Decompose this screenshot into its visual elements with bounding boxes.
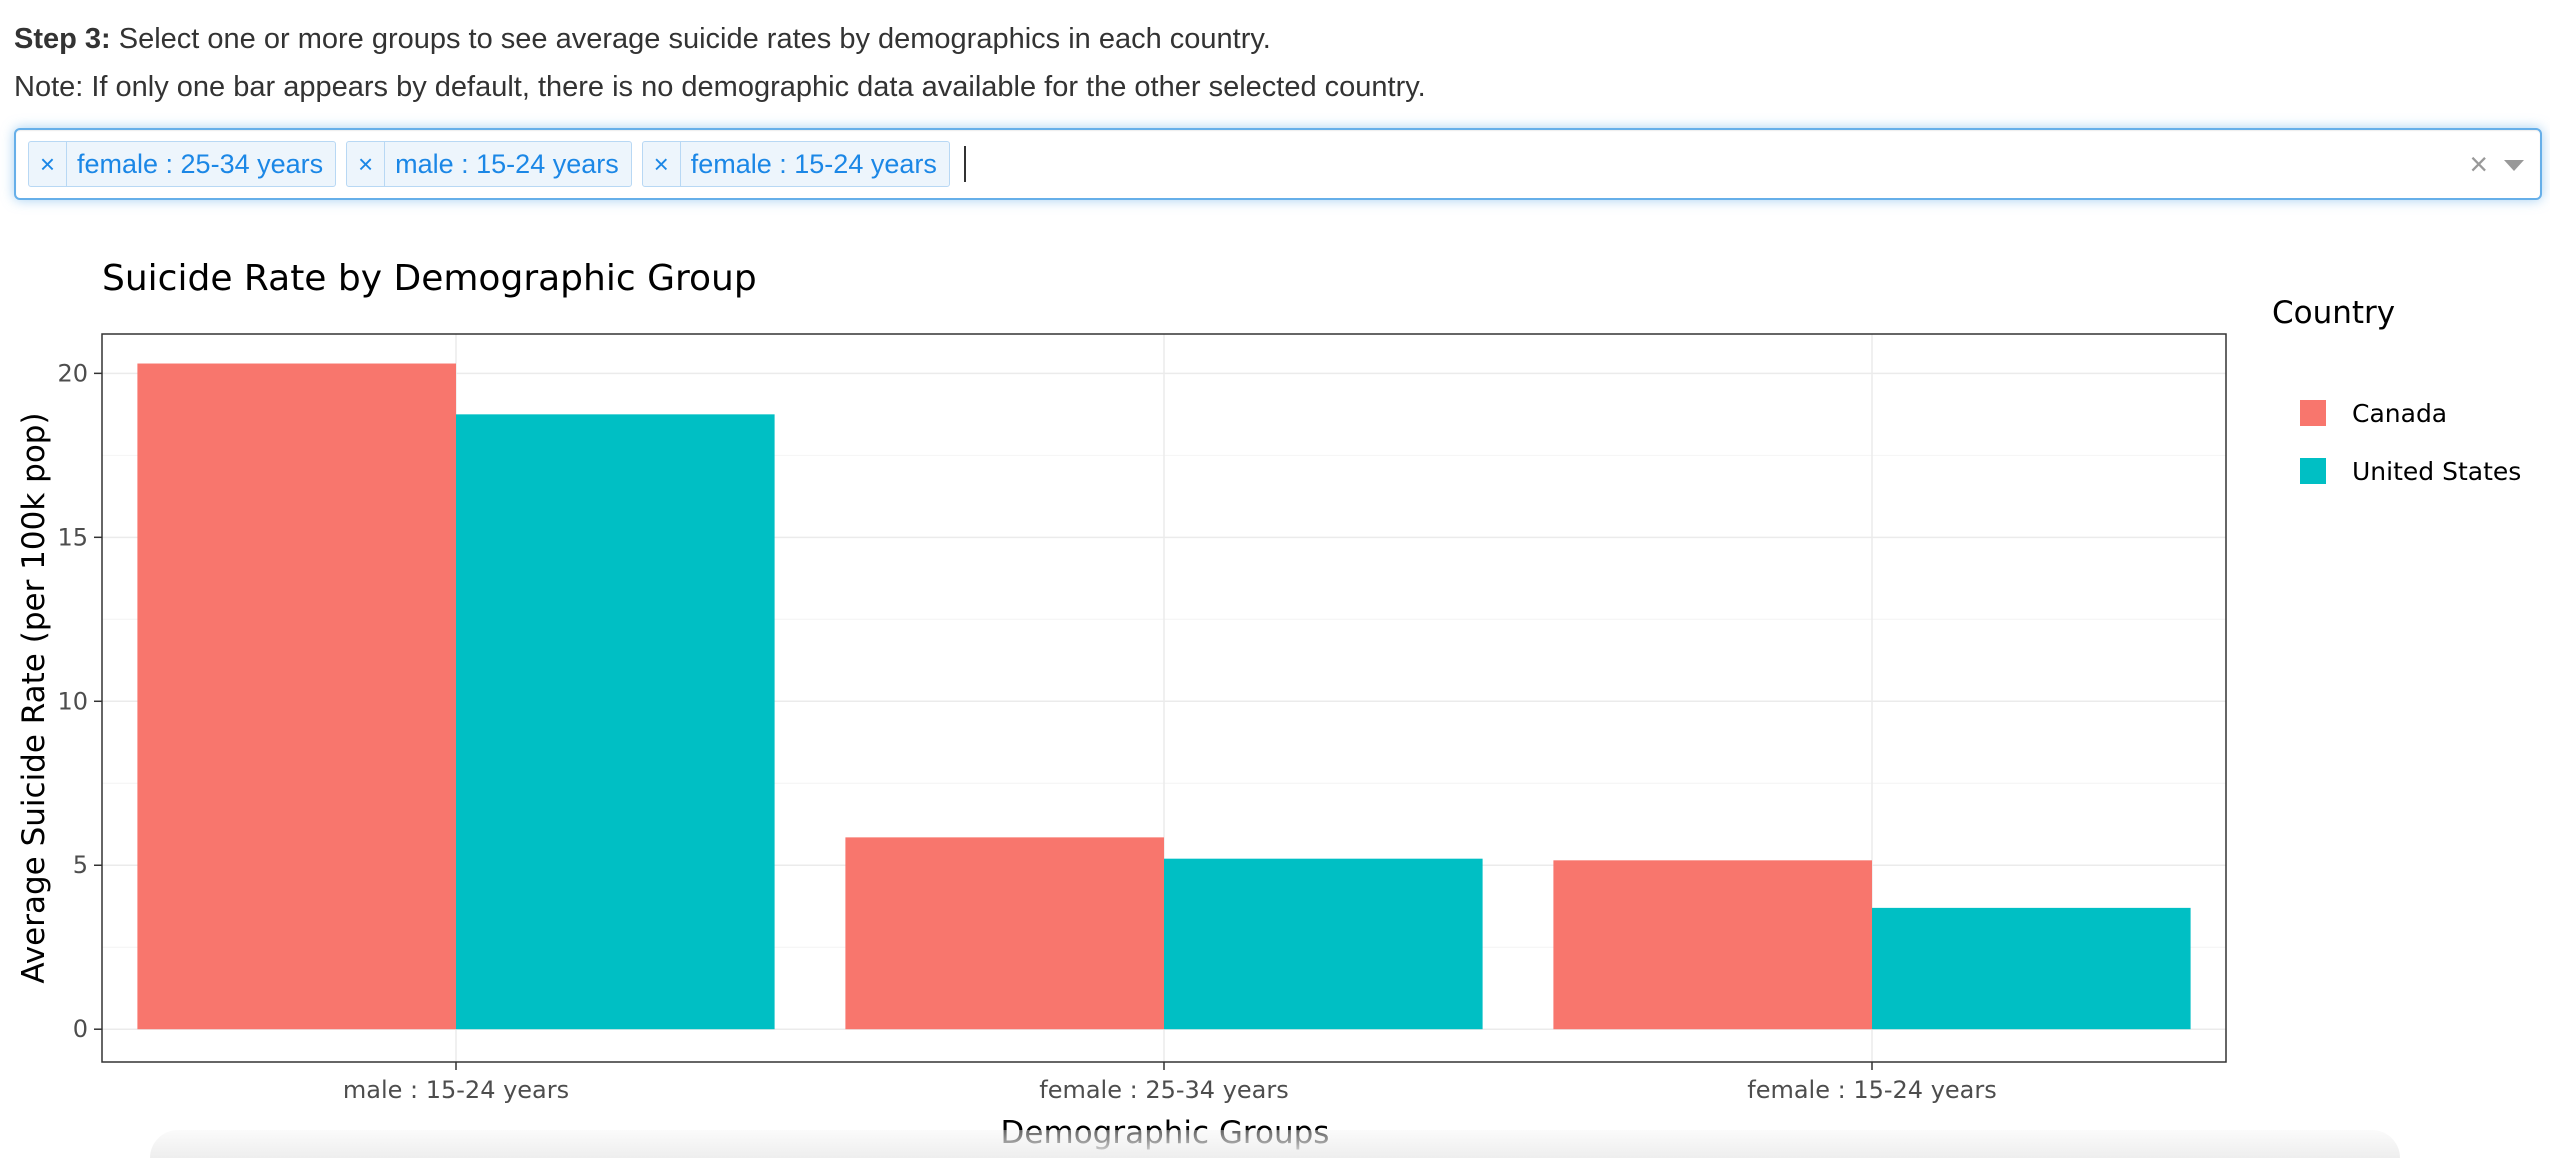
chevron-down-icon[interactable] xyxy=(2504,160,2524,171)
remove-tag-icon[interactable]: × xyxy=(643,142,681,186)
legend-title: Country xyxy=(2272,295,2395,331)
bar-canada xyxy=(845,837,1164,1030)
group-multiselect[interactable]: × female : 25-34 years × male : 15-24 ye… xyxy=(14,128,2542,200)
legend-label: United States xyxy=(2352,457,2521,486)
x-tick-label: female : 15-24 years xyxy=(1747,1076,1997,1104)
selected-tag[interactable]: × male : 15-24 years xyxy=(346,141,632,187)
clear-all-icon[interactable]: × xyxy=(2469,146,2488,182)
step-instruction: Step 3: Select one or more groups to see… xyxy=(14,20,1271,58)
bar-united-states xyxy=(456,414,775,1030)
legend-swatch xyxy=(2300,458,2326,484)
note-text: Note: If only one bar appears by default… xyxy=(14,71,1426,103)
y-axis-title: Average Suicide Rate (per 100k pop) xyxy=(16,412,52,983)
y-tick-label: 10 xyxy=(57,687,88,715)
selected-tag[interactable]: × female : 25-34 years xyxy=(28,141,337,187)
step-text: Select one or more groups to see average… xyxy=(118,23,1271,55)
bar-canada xyxy=(137,363,456,1030)
panel-shadow xyxy=(150,1130,2400,1158)
bar-united-states xyxy=(1872,907,2191,1030)
remove-tag-icon[interactable]: × xyxy=(29,142,67,186)
y-tick-label: 15 xyxy=(57,523,88,551)
legend-swatch xyxy=(2300,400,2326,426)
tag-label: female : 25-34 years xyxy=(77,148,324,179)
y-tick-label: 5 xyxy=(73,851,88,879)
tag-label: male : 15-24 years xyxy=(395,148,619,179)
plot-border xyxy=(101,333,2227,1063)
legend-label: Canada xyxy=(2352,399,2447,428)
remove-tag-icon[interactable]: × xyxy=(347,142,386,186)
bar-canada xyxy=(1553,860,1872,1030)
tag-label: female : 15-24 years xyxy=(690,148,937,179)
x-tick-label: female : 25-34 years xyxy=(1039,1076,1289,1104)
y-tick-label: 0 xyxy=(73,1015,88,1043)
chart-title: Suicide Rate by Demographic Group xyxy=(102,258,757,299)
y-tick-label: 20 xyxy=(57,359,88,387)
bar-united-states xyxy=(1164,858,1483,1030)
step-label: Step 3: xyxy=(14,23,111,55)
x-tick-label: male : 15-24 years xyxy=(343,1076,569,1104)
text-cursor[interactable] xyxy=(963,146,966,182)
selected-tag[interactable]: × female : 15-24 years xyxy=(641,141,950,187)
